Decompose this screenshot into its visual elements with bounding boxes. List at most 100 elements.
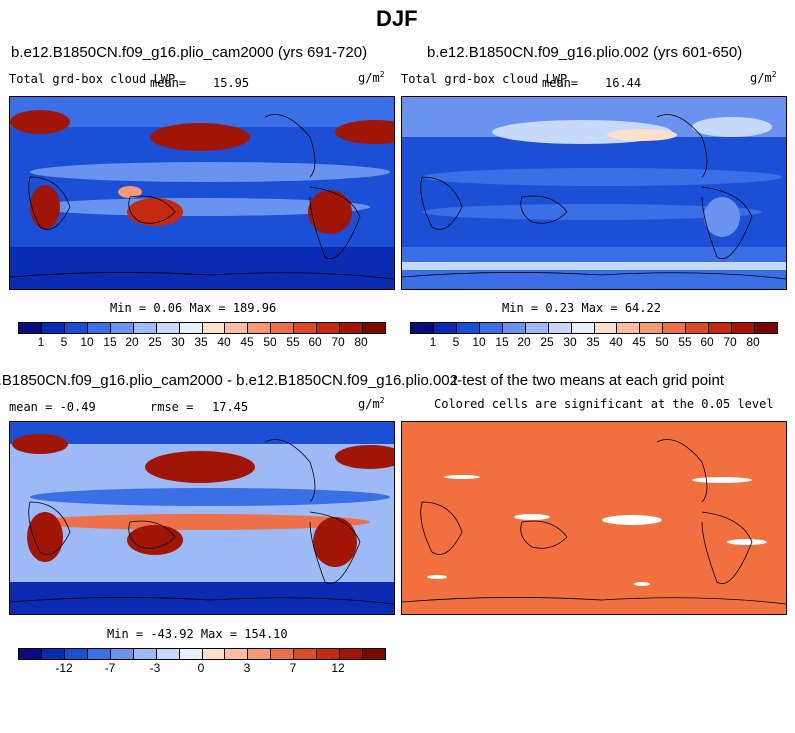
colorbar-3-swatch <box>294 649 318 659</box>
colorbar-1-swatch <box>179 323 203 333</box>
colorbar-3-swatch <box>340 649 364 659</box>
panel2-minmax: Min = 0.23 Max = 64.22 <box>502 301 661 315</box>
colorbar-2-swatch <box>640 323 664 333</box>
panel1-mean-value: 15.95 <box>213 76 250 90</box>
panel2-title: b.e12.B1850CN.f09_g16.plio.002 (yrs 601-… <box>427 44 743 61</box>
panel1-units: g/m2 <box>358 70 385 85</box>
colorbar-1-tick: 80 <box>354 335 368 349</box>
colorbar-1 <box>18 322 386 334</box>
colorbar-3-tick: -12 <box>55 661 73 675</box>
colorbar-1-swatch <box>156 323 180 333</box>
colorbar-3 <box>18 648 386 660</box>
colorbar-1-swatch <box>133 323 157 333</box>
colorbar-1-tick: 10 <box>80 335 94 349</box>
colorbar-2-swatch <box>571 323 595 333</box>
panel3-rmse-value: 17.45 <box>212 400 249 414</box>
colorbar-1-swatch <box>41 323 65 333</box>
colorbar-2-tick: 5 <box>452 335 460 349</box>
colorbar-3-swatch <box>363 649 385 659</box>
panel3-rmse-label: rmse = <box>150 400 194 414</box>
panel4-map <box>401 421 787 615</box>
colorbar-3-ticks: -12 -7 -3 0 3 7 12 <box>18 661 384 675</box>
colorbar-2-swatch <box>709 323 733 333</box>
colorbar-3-tick: 7 <box>289 661 297 675</box>
colorbar-1-swatch <box>363 323 385 333</box>
panel1-variable-label: Total grd-box cloud LWP <box>9 72 176 86</box>
colorbar-1-tick: 50 <box>263 335 277 349</box>
panel2-mean-label: mean= <box>542 76 579 90</box>
colorbar-2-tick: 70 <box>723 335 737 349</box>
colorbar-1-swatch <box>225 323 249 333</box>
panel1-map <box>9 96 395 290</box>
colorbar-3-swatch <box>202 649 226 659</box>
panel3-title-clip: b.e12.B1850CN.f09_g16.plio_cam2000 - b.e… <box>0 370 458 390</box>
colorbar-3-tick: 0 <box>197 661 205 675</box>
panel2-variable-label: Total grd-box cloud LWP <box>401 72 568 86</box>
colorbar-1-tick: 20 <box>125 335 139 349</box>
panel4-subtitle: Colored cells are significant at the 0.0… <box>434 397 774 411</box>
colorbar-1-tick: 40 <box>217 335 231 349</box>
colorbar-2-swatch <box>663 323 687 333</box>
panel3-mean: mean = -0.49 <box>9 400 96 414</box>
colorbar-3-tick: -3 <box>149 661 161 675</box>
colorbar-1-swatch <box>19 323 42 333</box>
colorbar-2-ticks: 1 5 10 15 20 25 30 35 40 45 50 55 60 70 … <box>410 335 776 349</box>
colorbar-3-swatch <box>41 649 65 659</box>
colorbar-1-swatch <box>202 323 226 333</box>
colorbar-1-tick: 35 <box>194 335 208 349</box>
colorbar-2-tick: 55 <box>678 335 692 349</box>
colorbar-2-tick: 45 <box>632 335 646 349</box>
colorbar-1-swatch <box>87 323 111 333</box>
panel3-title: b.e12.B1850CN.f09_g16.plio_cam2000 - b.e… <box>0 372 458 389</box>
panel2-units: g/m2 <box>750 70 777 85</box>
colorbar-2-tick: 35 <box>586 335 600 349</box>
colorbar-3-swatch <box>179 649 203 659</box>
colorbar-3-swatch <box>317 649 341 659</box>
colorbar-2-tick: 1 <box>429 335 437 349</box>
colorbar-2-swatch <box>479 323 503 333</box>
colorbar-2-swatch <box>732 323 756 333</box>
colorbar-3-tick: 12 <box>331 661 345 675</box>
colorbar-1-tick: 1 <box>37 335 45 349</box>
colorbar-3-swatch <box>110 649 134 659</box>
colorbar-3-swatch <box>19 649 42 659</box>
colorbar-3-swatch <box>64 649 88 659</box>
colorbar-1-ticks: 1 5 10 15 20 25 30 35 40 45 50 55 60 70 … <box>18 335 384 349</box>
colorbar-3-swatch <box>87 649 111 659</box>
colorbar-2-swatch <box>686 323 710 333</box>
colorbar-2-swatch <box>411 323 434 333</box>
colorbar-2-tick: 50 <box>655 335 669 349</box>
colorbar-1-swatch <box>271 323 295 333</box>
colorbar-1-tick: 30 <box>171 335 185 349</box>
colorbar-3-tick: -7 <box>104 661 116 675</box>
colorbar-2-tick: 30 <box>563 335 577 349</box>
colorbar-1-tick: 55 <box>286 335 300 349</box>
colorbar-3-swatch <box>156 649 180 659</box>
panel3-map <box>9 421 395 615</box>
panel3-units: g/m2 <box>358 396 385 411</box>
colorbar-1-swatch <box>340 323 364 333</box>
panel2-map <box>401 96 787 290</box>
panel4-title: t-test of the two means at each grid poi… <box>453 372 724 389</box>
colorbar-1-tick: 15 <box>103 335 117 349</box>
panel1-mean-label: mean= <box>150 76 187 90</box>
colorbar-1-tick: 60 <box>308 335 322 349</box>
colorbar-2-swatch <box>548 323 572 333</box>
panel1-title: b.e12.B1850CN.f09_g16.plio_cam2000 (yrs … <box>11 44 368 61</box>
colorbar-1-swatch <box>110 323 134 333</box>
colorbar-1-tick: 5 <box>60 335 68 349</box>
colorbar-3-swatch <box>133 649 157 659</box>
colorbar-2-tick: 40 <box>609 335 623 349</box>
colorbar-2-tick: 25 <box>540 335 554 349</box>
colorbar-2-tick: 20 <box>517 335 531 349</box>
colorbar-2-tick: 15 <box>495 335 509 349</box>
colorbar-2-swatch <box>617 323 641 333</box>
colorbar-3-swatch <box>271 649 295 659</box>
colorbar-1-tick: 70 <box>331 335 345 349</box>
panel1-minmax: Min = 0.06 Max = 189.96 <box>110 301 277 315</box>
panel2-mean-value: 16.44 <box>605 76 642 90</box>
colorbar-1-swatch <box>64 323 88 333</box>
colorbar-1-swatch <box>294 323 318 333</box>
colorbar-3-tick: 3 <box>243 661 251 675</box>
colorbar-2-tick: 10 <box>472 335 486 349</box>
